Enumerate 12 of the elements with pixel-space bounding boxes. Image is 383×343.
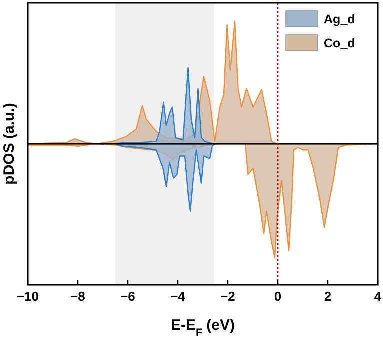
x-tick-label: −10 [16, 289, 40, 304]
x-axis-title: E-E$_{F}$ (eV) [171, 317, 235, 339]
legend-label: Ag_d [324, 12, 356, 26]
x-tick-label: −8 [70, 289, 86, 304]
x-tick-label: 0 [274, 289, 282, 304]
x-tick-label: −2 [220, 289, 236, 304]
x-tick-label: −6 [120, 289, 136, 304]
x-tick-label: 4 [374, 289, 382, 304]
x-tick-label: −4 [170, 289, 186, 304]
legend-label: Co_d [324, 36, 356, 50]
x-tick-label: 2 [324, 289, 332, 304]
y-axis-title: pDOS (a.u.) [1, 103, 18, 185]
